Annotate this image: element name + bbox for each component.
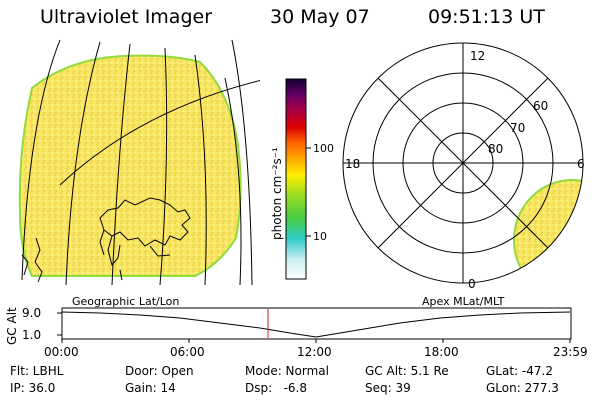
- observation-time: 09:51:13 UT: [428, 6, 545, 28]
- time-tick-0600: 06:00: [170, 345, 205, 359]
- colorbar: 100 10 photon cm⁻²s⁻¹: [270, 78, 334, 280]
- mlt-label-12: 12: [470, 49, 485, 63]
- dsp-value: Dsp: -6.8: [245, 381, 308, 395]
- emission-disk: [18, 54, 242, 277]
- geographic-image: [18, 39, 260, 285]
- lat-label-60: 60: [533, 99, 548, 113]
- colorbar-tick-100: 100: [313, 142, 334, 155]
- mlt-label-0: 0: [468, 277, 476, 291]
- time-tick-0000: 00:00: [44, 345, 79, 359]
- instrument-title: Ultraviolet Imager: [40, 6, 213, 28]
- meridian-lines: [21, 39, 253, 285]
- mlt-label-18: 18: [345, 157, 360, 171]
- time-tick-2359: 23:59: [553, 345, 588, 359]
- alt-tick-9: 9.0: [22, 306, 41, 320]
- polar-plot: 12 18 6 0 60 70 80: [342, 42, 585, 291]
- door-value: Door: Open: [125, 364, 194, 378]
- ip-value: IP: 36.0: [10, 381, 56, 395]
- latitude-line: [59, 80, 260, 186]
- lat-label-80: 80: [488, 142, 503, 156]
- lat-label-70: 70: [510, 121, 525, 135]
- mlt-label-6: 6: [577, 157, 585, 171]
- apex-label: Apex MLat/MLT: [422, 295, 505, 308]
- altitude-curve: [61, 311, 571, 338]
- filter-value: Flt: LBHL: [10, 364, 64, 378]
- glat-value: GLat: -47.2: [486, 364, 553, 378]
- glon-value: GLon: 277.3: [486, 381, 559, 395]
- mode-value: Mode: Normal: [245, 364, 329, 378]
- gain-value: Gain: 14: [125, 381, 176, 395]
- coastlines: [21, 197, 191, 283]
- time-tick-1800: 18:00: [424, 345, 459, 359]
- time-tick-1200: 12:00: [297, 345, 332, 359]
- geographic-label: Geographic Lat/Lon: [72, 295, 180, 308]
- colorbar-tick-10: 10: [313, 230, 327, 243]
- alt-axis-label: GC Alt: [5, 307, 19, 345]
- alt-tick-1: 1.0: [22, 328, 41, 342]
- colorbar-units: photon cm⁻²s⁻¹: [270, 147, 284, 240]
- auroral-oval: [513, 179, 583, 283]
- gc-alt-value: GC Alt: 5.1 Re: [365, 364, 449, 378]
- seq-value: Seq: 39: [365, 381, 411, 395]
- observation-date: 30 May 07: [270, 6, 370, 28]
- altitude-plot: 9.0 1.0 GC Alt: [5, 306, 572, 345]
